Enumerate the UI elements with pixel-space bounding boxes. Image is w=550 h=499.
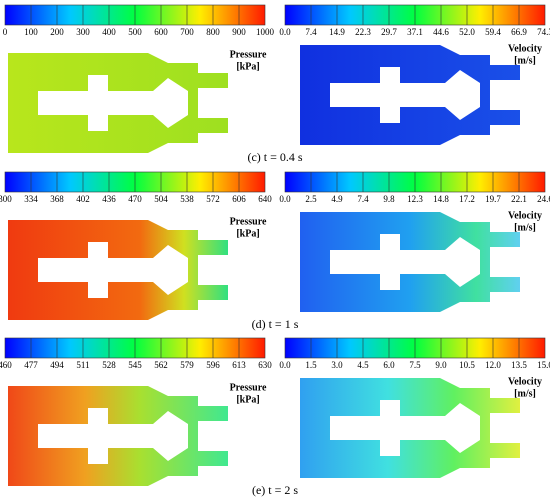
colorbar-tick-label: 19.7 <box>485 194 501 204</box>
colorbar-tick-label: 0.0 <box>279 27 291 37</box>
colorbar-tick-label: 0.0 <box>279 360 291 370</box>
colorbar-tick-label: 0.0 <box>279 194 291 204</box>
colorbar-tick-label: 100 <box>24 27 38 37</box>
colorbar-tick-label: 15.0 <box>537 360 550 370</box>
colorbar-tick-label: 477 <box>24 360 38 370</box>
domain-hole <box>38 242 188 298</box>
legend-title: Velocity <box>508 43 542 54</box>
colorbar-tick-label: 1.5 <box>305 360 317 370</box>
legend-unit: [m/s] <box>514 55 536 66</box>
colorbar-tick-label: 600 <box>154 27 168 37</box>
colorbar-tick-label: 606 <box>232 194 246 204</box>
colorbar-tick-label: 1000 <box>256 27 275 37</box>
colorbar-tick-label: 800 <box>206 27 220 37</box>
colorbar-tick-label: 511 <box>76 360 89 370</box>
colorbar-tick-label: 400 <box>102 27 116 37</box>
colorbar-tick-label: 579 <box>180 360 194 370</box>
domain-hole <box>330 67 480 123</box>
colorbar-tick-label: 14.9 <box>329 27 345 37</box>
colorbar-tick-label: 9.8 <box>383 194 395 204</box>
colorbar-tick-label: 7.4 <box>305 27 317 37</box>
domain-hole <box>330 234 480 290</box>
legend-title: Velocity <box>508 376 542 387</box>
colorbar-tick-label: 900 <box>232 27 246 37</box>
domain-hole <box>38 75 188 131</box>
colorbar-tick-label: 12.0 <box>485 360 501 370</box>
colorbar-tick-label: 596 <box>206 360 220 370</box>
colorbar-tick-label: 436 <box>102 194 116 204</box>
colorbar-tick-label: 66.9 <box>511 27 527 37</box>
colorbar-tick-label: 22.3 <box>355 27 371 37</box>
domain-hole <box>330 400 480 456</box>
colorbar-tick-label: 368 <box>50 194 64 204</box>
legend-unit: [kPa] <box>236 394 259 405</box>
panel-caption: (e) t = 2 s <box>252 483 298 497</box>
colorbar-tick-label: 14.8 <box>433 194 449 204</box>
colorbar-tick-label: 9.0 <box>435 360 447 370</box>
legend-unit: [m/s] <box>514 388 536 399</box>
colorbar-tick-label: 17.2 <box>459 194 475 204</box>
colorbar-tick-label: 37.1 <box>407 27 423 37</box>
colorbar-tick-label: 7.4 <box>357 194 369 204</box>
legend-unit: [kPa] <box>236 228 259 239</box>
domain-hole <box>38 408 188 464</box>
colorbar-tick-label: 300 <box>76 27 90 37</box>
panel-caption: (c) t = 0.4 s <box>247 150 302 164</box>
colorbar-tick-label: 538 <box>180 194 194 204</box>
colorbar-tick-label: 2.5 <box>305 194 317 204</box>
legend-title: Pressure <box>230 216 267 227</box>
legend-title: Pressure <box>230 49 267 60</box>
colorbar-tick-label: 22.1 <box>511 194 527 204</box>
colorbar-tick-label: 613 <box>232 360 246 370</box>
panel-caption: (d) t = 1 s <box>252 317 299 331</box>
legend-title: Velocity <box>508 210 542 221</box>
legend-unit: [m/s] <box>514 222 536 233</box>
colorbar-tick-label: 545 <box>128 360 142 370</box>
colorbar-tick-label: 562 <box>154 360 168 370</box>
legend-title: Pressure <box>230 382 267 393</box>
colorbar-tick-label: 13.5 <box>511 360 527 370</box>
colorbar-tick-label: 0 <box>3 27 8 37</box>
colorbar-tick-label: 528 <box>102 360 116 370</box>
colorbar-tick-label: 402 <box>76 194 90 204</box>
colorbar-tick-label: 640 <box>258 194 272 204</box>
colorbar-tick-label: 52.0 <box>459 27 475 37</box>
colorbar-tick-label: 504 <box>154 194 168 204</box>
colorbar-tick-label: 10.5 <box>459 360 475 370</box>
colorbar-tick-label: 460 <box>0 360 12 370</box>
colorbar-tick-label: 74.3 <box>537 27 550 37</box>
colorbar-tick-label: 7.5 <box>409 360 421 370</box>
colorbar-tick-label: 4.5 <box>357 360 369 370</box>
legend-unit: [kPa] <box>236 61 259 72</box>
colorbar-tick-label: 470 <box>128 194 142 204</box>
colorbar-tick-label: 700 <box>180 27 194 37</box>
colorbar-tick-label: 12.3 <box>407 194 423 204</box>
colorbar-tick-label: 200 <box>50 27 64 37</box>
colorbar-tick-label: 300 <box>0 194 12 204</box>
colorbar-tick-label: 24.6 <box>537 194 550 204</box>
colorbar-tick-label: 572 <box>206 194 220 204</box>
colorbar-tick-label: 3.0 <box>331 360 343 370</box>
colorbar-tick-label: 334 <box>24 194 38 204</box>
colorbar-tick-label: 29.7 <box>381 27 397 37</box>
colorbar-tick-label: 44.6 <box>433 27 449 37</box>
colorbar-tick-label: 4.9 <box>331 194 343 204</box>
colorbar-tick-label: 500 <box>128 27 142 37</box>
colorbar-tick-label: 6.0 <box>383 360 395 370</box>
colorbar-tick-label: 630 <box>258 360 272 370</box>
colorbar-tick-label: 59.4 <box>485 27 501 37</box>
colorbar-tick-label: 494 <box>50 360 64 370</box>
